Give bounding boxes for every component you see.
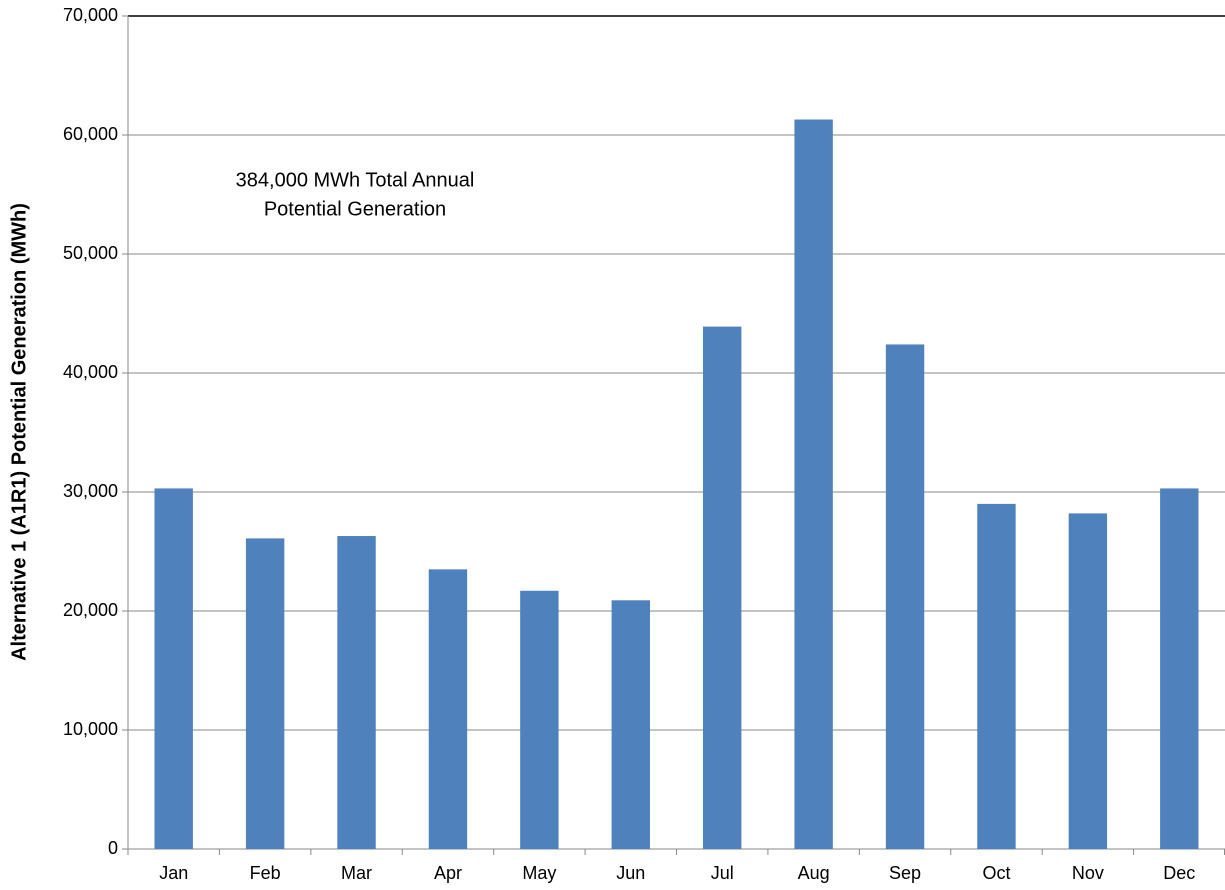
x-tick-label: Jun — [616, 863, 645, 883]
x-tick-label: Nov — [1072, 863, 1104, 883]
x-tick-label: Aug — [798, 863, 830, 883]
y-tick-label: 40,000 — [63, 362, 118, 382]
x-tick-label: Apr — [434, 863, 462, 883]
bar — [794, 119, 833, 849]
y-tick-label: 60,000 — [63, 124, 118, 144]
bar — [520, 590, 559, 849]
y-axis-label: Alternative 1 (A1R1) Potential Generatio… — [8, 203, 30, 661]
x-tick-label: Sep — [889, 863, 921, 883]
bar — [154, 488, 193, 849]
y-tick-label: 10,000 — [63, 719, 118, 739]
bar — [703, 326, 742, 850]
x-tick-label: Mar — [341, 863, 372, 883]
bar — [337, 536, 376, 849]
x-tick-label: Dec — [1163, 863, 1195, 883]
bar — [1160, 488, 1199, 849]
annotation: Potential Generation — [264, 198, 446, 220]
x-tick-label: Oct — [982, 863, 1010, 883]
x-tick-label: Feb — [250, 863, 281, 883]
bar — [245, 538, 285, 849]
bar — [611, 600, 650, 849]
y-tick-label: 0 — [108, 838, 118, 858]
y-tick-label: 20,000 — [63, 600, 118, 620]
annotation: 384,000 MWh Total Annual — [236, 169, 475, 191]
y-tick-label: 50,000 — [63, 243, 118, 263]
bar — [1068, 513, 1108, 849]
bar — [885, 344, 925, 849]
y-tick-label: 30,000 — [63, 481, 118, 501]
x-tick-label: Jul — [711, 863, 734, 883]
bar — [977, 503, 1016, 849]
x-tick-label: Jan — [159, 863, 188, 883]
y-tick-label: 70,000 — [63, 5, 118, 25]
bar — [428, 569, 468, 849]
x-tick-label: May — [522, 863, 556, 883]
